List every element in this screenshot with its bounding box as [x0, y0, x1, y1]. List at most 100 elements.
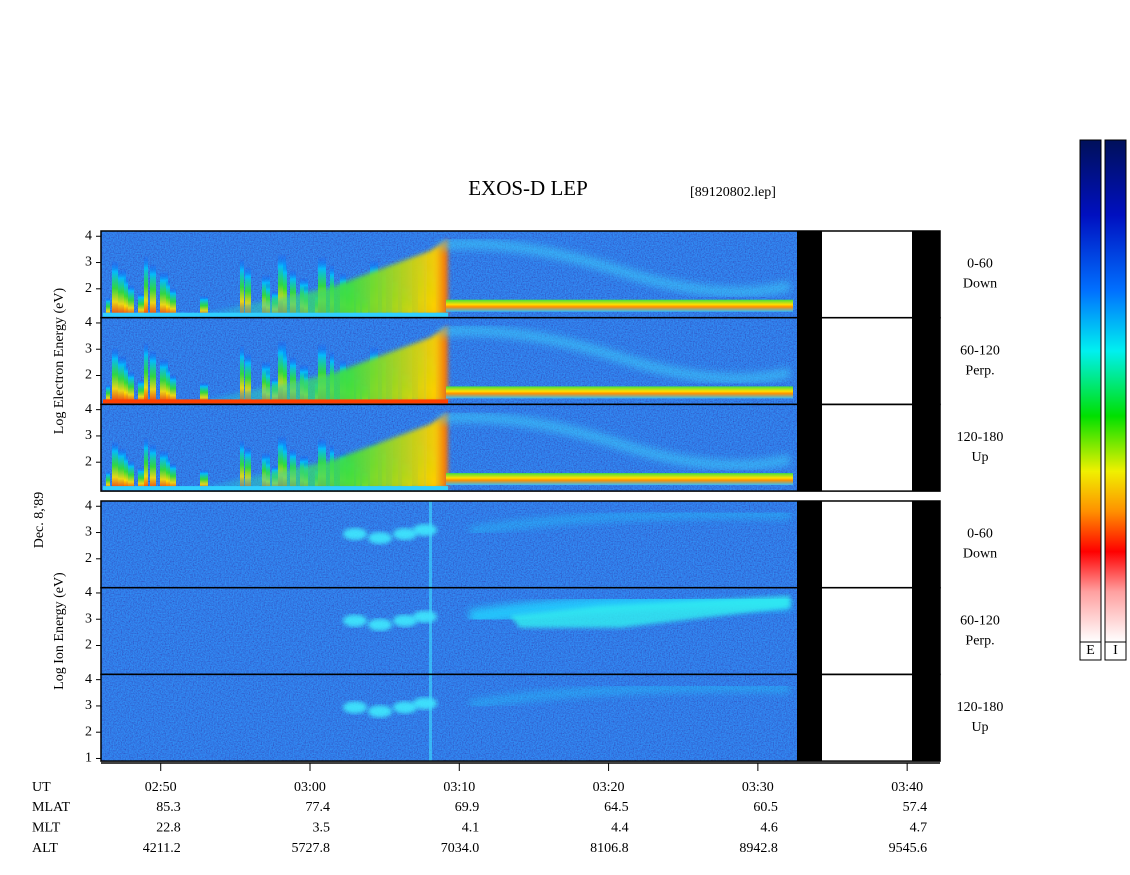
spectrum-feature	[150, 350, 156, 403]
ephemeris-value: 7034.0	[441, 841, 480, 856]
y-tick-label: 2	[85, 551, 92, 566]
spectrum-feature	[144, 342, 148, 403]
spectrum-feature	[278, 340, 286, 403]
spectrum-feature	[469, 683, 791, 709]
spectrum-feature	[439, 412, 792, 471]
ephemeris-value: 8942.8	[739, 841, 778, 856]
y-tick-label: 2	[85, 281, 92, 296]
spectrum-feature	[160, 358, 168, 403]
spectrum-feature	[393, 614, 417, 627]
spectrum-feature	[413, 610, 437, 623]
y-tick-label: 4	[85, 228, 92, 243]
color-bar-label: E	[1086, 643, 1095, 658]
panel-label: Perp.	[965, 633, 994, 648]
spectrogram-panel	[101, 317, 940, 405]
panel-frame	[100, 673, 941, 762]
ephemeris-value: 3.5	[313, 821, 331, 836]
y-tick-label: 4	[85, 402, 92, 417]
ephemeris-value: 8106.8	[590, 841, 629, 856]
data-gap	[912, 317, 940, 405]
spectrum-feature	[446, 299, 793, 312]
ephemeris-value: 4.7	[910, 821, 928, 836]
spectrum-feature	[318, 256, 326, 316]
panel-label: 120-180	[957, 430, 1004, 445]
spectrum-feature	[290, 269, 296, 316]
ephemeris-value: 69.9	[455, 800, 480, 815]
spectrum-feature	[170, 463, 176, 490]
y-tick-label: 4	[85, 315, 92, 330]
spectrum-feature	[245, 266, 251, 316]
spectrum-feature	[118, 355, 126, 403]
spectrum-feature	[240, 439, 244, 490]
y-tick-label: 3	[85, 255, 92, 270]
ephemeris-value: 60.5	[753, 800, 778, 815]
spectrum-feature	[160, 450, 168, 490]
spectrum-feature	[124, 363, 128, 403]
x-tick-label: 03:20	[593, 780, 625, 795]
spectrum-feature	[200, 239, 448, 316]
spectrum-feature	[343, 614, 367, 627]
spectrum-feature	[200, 382, 208, 403]
ephemeris-value: 4211.2	[143, 841, 181, 856]
spectrum-feature	[112, 260, 118, 316]
y-tick-label: 1	[85, 751, 92, 766]
spectrum-feature	[245, 446, 251, 490]
spectrum-feature	[278, 435, 286, 490]
data-gap	[797, 404, 822, 492]
ephemeris-value: 9545.6	[889, 841, 928, 856]
spectrum-feature	[103, 312, 448, 317]
panel-frame	[100, 403, 941, 492]
spectrum-feature	[200, 469, 208, 490]
spectrum-feature	[343, 528, 367, 540]
color-bar-label-box	[1104, 641, 1127, 661]
spectrum-feature	[439, 325, 792, 384]
spectrum-feature	[429, 587, 432, 675]
data-gap	[912, 231, 940, 318]
spectrum-feature	[166, 456, 170, 490]
ephemeris-label: MLAT	[32, 800, 71, 815]
spectrogram-panel	[101, 674, 940, 762]
spectrum-feature	[283, 442, 287, 490]
y-tick-label: 3	[85, 698, 92, 713]
spectrum-feature	[128, 460, 134, 490]
ephemeris-value: 4.4	[611, 821, 629, 836]
y-axis-label: Log Electron Energy (eV)	[52, 288, 67, 435]
y-tick-label: 2	[85, 368, 92, 383]
ephemeris-value: 85.3	[156, 800, 181, 815]
y-tick-label: 4	[85, 672, 92, 687]
spectrum-feature	[128, 371, 134, 403]
spectrum-feature	[469, 510, 791, 535]
x-tick-label: 03:30	[742, 780, 774, 795]
x-tick-label: 02:50	[145, 780, 177, 795]
spectrum-feature	[393, 528, 417, 540]
spectrum-feature	[138, 292, 146, 316]
data-gap	[797, 501, 822, 588]
ephemeris-label: UT	[32, 780, 51, 795]
ephemeris-value: 4.1	[462, 821, 480, 836]
spectrum-feature	[290, 356, 296, 403]
spectrogram-panel	[101, 587, 940, 675]
spectrum-feature	[266, 282, 270, 316]
spectrum-feature	[138, 379, 146, 403]
spectrum-feature	[166, 366, 170, 403]
ephemeris-value: 22.8	[156, 821, 181, 836]
spectrum-feature	[112, 441, 118, 490]
panel-label: 0-60	[967, 257, 993, 272]
y-tick-label: 2	[85, 638, 92, 653]
spectrogram-panel	[101, 231, 940, 318]
y-tick-label: 3	[85, 525, 92, 540]
ephemeris-value: 64.5	[604, 800, 629, 815]
spectrum-feature	[112, 347, 118, 403]
spectrum-feature	[368, 532, 392, 544]
spectrum-feature	[283, 261, 287, 316]
y-tick-label: 3	[85, 611, 92, 626]
panel-label: Down	[963, 277, 997, 292]
spectrum-feature	[200, 325, 448, 403]
spectrum-feature	[106, 297, 110, 316]
spectrogram-panel	[101, 501, 940, 588]
spectrum-feature	[510, 595, 790, 628]
spectrum-feature	[446, 386, 793, 399]
color-bar-label-box	[1079, 641, 1102, 661]
